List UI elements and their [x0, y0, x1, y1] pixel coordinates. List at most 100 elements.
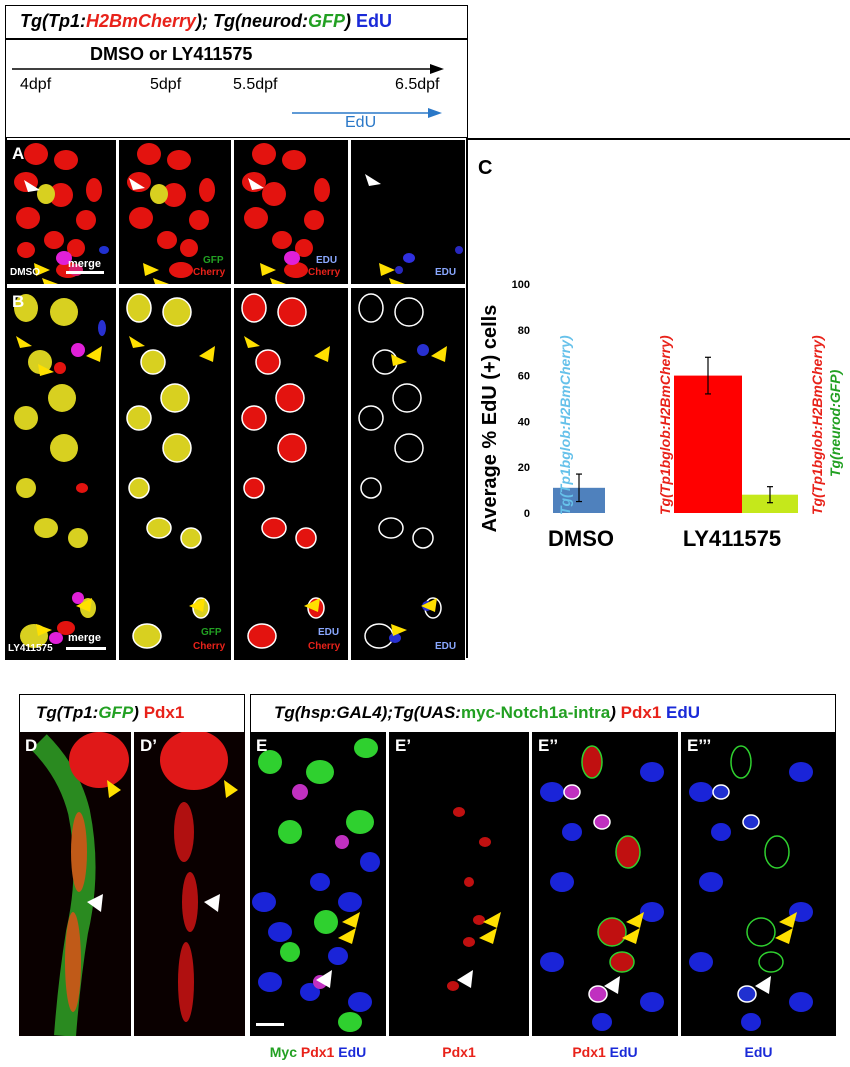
panel-label: E: [256, 736, 268, 755]
tissue-image: [31, 732, 129, 1036]
title-part: Tg(hsp:GAL4);Tg(UAS:: [274, 703, 461, 722]
y-tick-label: 20: [518, 462, 530, 474]
y-tick-label: 60: [518, 371, 530, 383]
y-axis-label: Average % EdU (+) cells: [479, 305, 501, 533]
cherry-label: Cherry: [308, 641, 341, 652]
panel-label: A: [12, 144, 25, 163]
panel-b-gfp-cherry: GFP Cherry: [119, 288, 231, 660]
time-5dpf: 5dpf: [150, 76, 182, 93]
panel-b-merge: B LY411575 merge: [6, 288, 116, 660]
panel-label: D’: [140, 736, 157, 755]
cells-image: [127, 143, 215, 284]
cherry-label: Cherry: [193, 641, 226, 652]
label-edu: EdU: [609, 1044, 638, 1060]
cells-image: [14, 294, 106, 648]
panel-label: E’: [395, 736, 412, 755]
panel-a-edu-cherry: EDU Cherry: [234, 140, 348, 284]
cherry-label: Cherry: [193, 267, 226, 278]
title-edu: EdU: [356, 11, 393, 31]
panel-a-gfp-cherry: GFP Cherry: [119, 140, 231, 284]
edu-label: EDU: [435, 641, 457, 652]
channel-label-e-double-prime: Pdx1 EdU: [532, 1044, 678, 1060]
title-h2b: H2BmCherry: [85, 11, 197, 31]
label-edu: EdU: [744, 1044, 773, 1060]
y-tick-label: 100: [512, 279, 530, 291]
title-part: :: [302, 11, 309, 31]
title-edu: EdU: [666, 703, 701, 722]
figure-border-right: [466, 138, 468, 658]
tissue-image: [540, 745, 664, 1031]
gfp-label: GFP: [201, 627, 222, 638]
figure-title: Tg(Tp1:H2BmCherry); Tg(neurod:GFP) EdU: [20, 11, 392, 32]
panel-d: D: [19, 732, 131, 1036]
title-pdx1: Pdx1: [620, 703, 662, 722]
scale-bar: [66, 647, 106, 650]
panel-d-title: Tg(Tp1:GFP) Pdx1: [36, 703, 184, 723]
channel-label-e: Myc Pdx1 EdU: [250, 1044, 386, 1060]
series-label-2: Tg(neurod:GFP): [827, 369, 843, 477]
y-tick-label: 40: [518, 416, 530, 428]
cells-image: [14, 143, 109, 284]
panel-a-merge: A DMSO merge: [6, 140, 116, 284]
series-label: Tg(Tp1bglob:H2BmCherry): [809, 335, 825, 515]
title-part: ); Tg(: [196, 11, 242, 31]
y-tick-label: 80: [518, 325, 530, 337]
timeline-box: [5, 5, 468, 138]
figure-border-top: [466, 138, 850, 140]
treatment-label: DMSO or LY411575: [90, 44, 253, 64]
title-part: neurod: [241, 11, 303, 31]
panel-e: E: [250, 732, 386, 1036]
figure-border-left: [5, 138, 7, 660]
merge-label: merge: [68, 258, 102, 270]
cells-image: [241, 293, 330, 649]
label-pdx1: Pdx1: [300, 1044, 335, 1060]
tissue-image: [689, 745, 813, 1031]
y-tick-label: 0: [524, 508, 530, 520]
cells-image: [126, 293, 215, 649]
title-gfp: GFP: [98, 703, 134, 722]
timeline-arrows: [12, 64, 444, 118]
edu-label: EDU: [318, 627, 340, 638]
scale-bar: [256, 1023, 284, 1026]
panel-b-edu-cherry: EDU Cherry: [234, 288, 348, 660]
title-pdx1: Pdx1: [143, 703, 185, 722]
label-myc: Myc: [269, 1044, 297, 1060]
panel-e-title: Tg(hsp:GAL4);Tg(UAS:myc-Notch1a-intra) P…: [274, 703, 700, 723]
title-myc: myc-Notch1a-intra: [460, 703, 611, 722]
title-part: Tg(Tp1:: [20, 11, 86, 31]
bar-2: [742, 494, 798, 513]
tissue-image: [447, 807, 501, 991]
channel-label-e-triple-prime: EdU: [681, 1044, 836, 1060]
edu-arrow-label: EdU: [345, 114, 377, 131]
label-edu: EdU: [338, 1044, 367, 1060]
panel-a-edu: EDU: [351, 140, 465, 284]
panel-e-triple-prime: E’’’: [681, 732, 836, 1036]
panel-e-double-prime: E’’: [532, 732, 678, 1036]
panel-label: E’’: [538, 736, 559, 755]
panel-d-header-box: [19, 694, 245, 732]
panel-label-c: C: [478, 157, 493, 179]
panel-b-edu: EDU: [351, 288, 465, 660]
title-part: ): [345, 11, 352, 31]
panel-label: E’’’: [687, 736, 712, 755]
group-label-ly: LY411575: [683, 526, 781, 551]
panel-d-prime: D’: [134, 732, 245, 1036]
tissue-image: [252, 738, 380, 1032]
bar-chart: Average % EdU (+) cells 0 20 40 60 80 100 Tg(T…: [479, 279, 843, 551]
panel-label: B: [12, 292, 25, 311]
condition-ly: LY411575: [8, 643, 53, 654]
cherry-label: Cherry: [308, 267, 341, 278]
cells-image: [242, 143, 330, 284]
tissue-image: [160, 732, 238, 1022]
edu-label: EDU: [435, 267, 457, 278]
title-part: ): [133, 703, 139, 722]
title-gfp: GFP: [308, 11, 346, 31]
gfp-label: GFP: [203, 255, 224, 266]
timeline-divider: [5, 38, 468, 40]
scale-bar: [66, 271, 104, 274]
cells-image: [358, 293, 447, 649]
channel-label-e-prime: Pdx1: [389, 1044, 529, 1060]
label-pdx1: Pdx1: [442, 1044, 476, 1060]
group-label-dmso: DMSO: [548, 526, 614, 551]
bar-1: [674, 375, 742, 513]
